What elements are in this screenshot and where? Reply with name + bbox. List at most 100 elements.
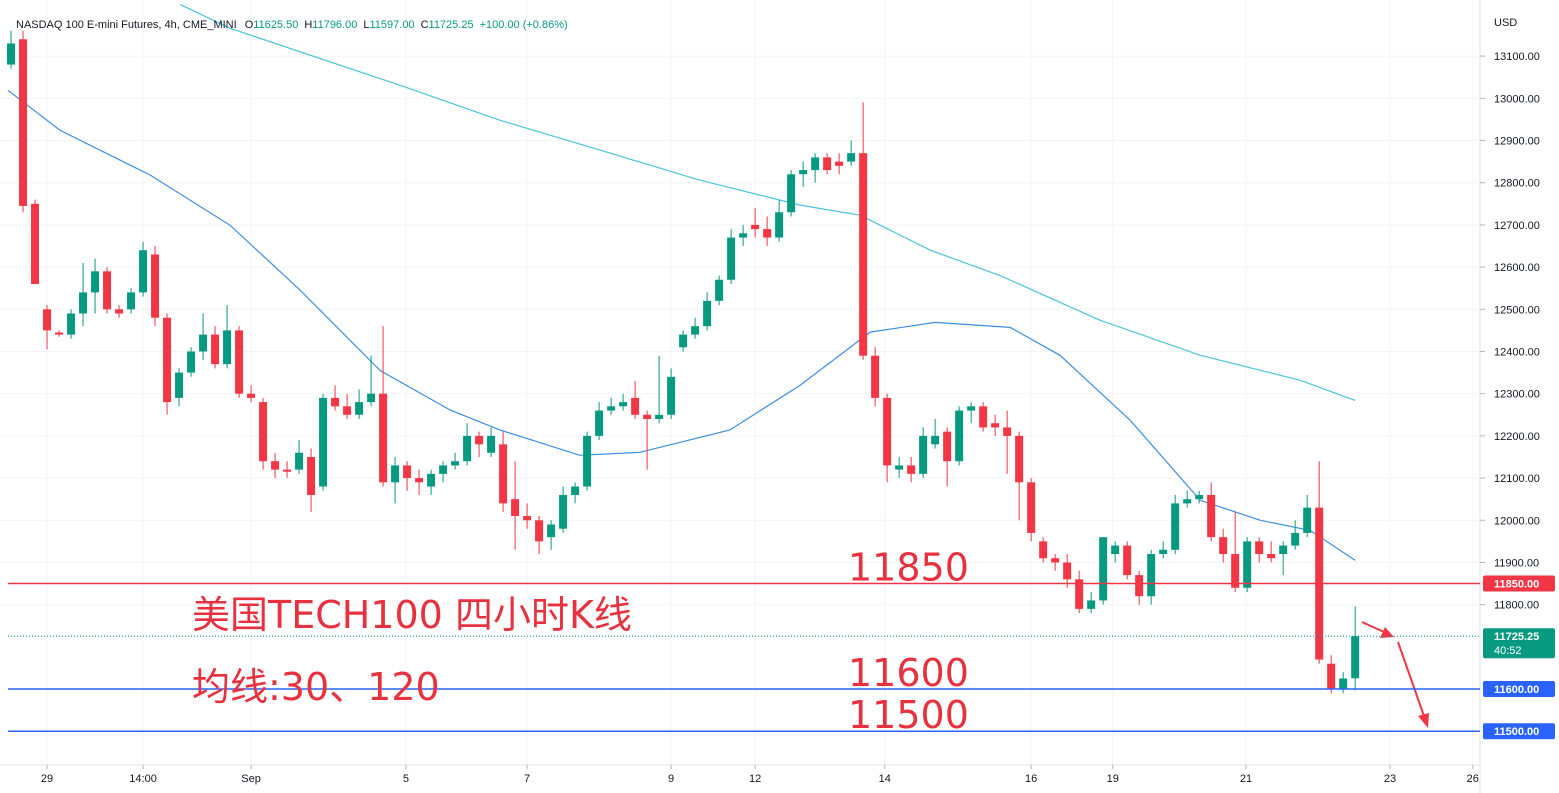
- candle-body: [1207, 494, 1216, 538]
- ohlc-key: C: [421, 19, 429, 31]
- candle-body: [559, 494, 568, 529]
- candle-body: [679, 334, 688, 348]
- candle-body: [907, 465, 916, 474]
- moving-average: [7, 89, 1356, 561]
- x-tick-label: 16: [1025, 773, 1037, 785]
- candle-body: [979, 406, 988, 428]
- candle-body: [259, 402, 268, 462]
- candle-body: [175, 372, 184, 398]
- candle-body: [1003, 427, 1012, 436]
- candle-body: [1087, 600, 1096, 609]
- candle-body: [19, 39, 28, 206]
- candle-body: [1255, 541, 1264, 555]
- candle-body: [715, 279, 724, 301]
- candle-body: [1183, 499, 1192, 504]
- currency: USD: [1494, 17, 1517, 29]
- x-tick-label: 5: [403, 773, 409, 785]
- y-tick-label: 11800.00: [1494, 600, 1539, 612]
- candle-body: [1243, 541, 1252, 588]
- candle-body: [295, 452, 304, 470]
- candle-body: [355, 402, 364, 415]
- candle-body: [139, 250, 148, 293]
- candle-body: [1231, 554, 1240, 588]
- level-label: 11500.00: [1494, 726, 1539, 738]
- candle-body: [127, 292, 136, 310]
- candle-body: [343, 406, 352, 415]
- candle-body: [1027, 482, 1036, 533]
- candle-body: [871, 355, 880, 398]
- x-tick-label: 14:00: [129, 773, 157, 785]
- candle-body: [775, 212, 784, 238]
- x-tick-label: 21: [1240, 773, 1252, 785]
- candle-body: [499, 444, 508, 504]
- candle-body: [931, 435, 940, 445]
- y-tick-label: 13000.00: [1494, 93, 1540, 105]
- plot: [7, 4, 1360, 694]
- candle-body: [283, 469, 292, 472]
- candle-body: [847, 153, 856, 162]
- arrow-annotation: [1361, 621, 1429, 728]
- x-tick-label: 9: [668, 773, 674, 785]
- candle-body: [7, 43, 16, 65]
- candle-body: [103, 271, 112, 310]
- candle-body: [895, 465, 904, 470]
- candle-body: [1051, 558, 1060, 563]
- candle-body: [1303, 507, 1312, 533]
- candle-body: [835, 161, 844, 166]
- candle-body: [403, 465, 412, 479]
- y-tick-label: 12500.00: [1494, 304, 1540, 316]
- ohlc-value: 11725.25: [429, 19, 474, 31]
- candle-body: [307, 456, 316, 495]
- candle-body: [115, 309, 124, 314]
- x-tick-label: 12: [749, 773, 761, 785]
- candle-body: [1147, 554, 1156, 597]
- candle-body: [211, 334, 220, 365]
- candle-body: [475, 435, 484, 445]
- candle-body: [799, 170, 808, 175]
- candle-body: [547, 524, 556, 538]
- candle-body: [1159, 549, 1168, 555]
- chart-title: NASDAQ 100 E-mini Futures, 4h, CME_MINI: [16, 19, 237, 31]
- level-label-box: [1483, 681, 1555, 698]
- candle-body: [487, 435, 496, 453]
- candle-body: [859, 153, 868, 356]
- candle-body: [1351, 636, 1360, 679]
- y-tick-label: 12000.00: [1494, 515, 1540, 527]
- candle-body: [1195, 494, 1204, 500]
- candle-body: [943, 431, 952, 462]
- candle-body: [67, 313, 76, 335]
- candle-body: [1339, 678, 1348, 690]
- candle-body: [691, 326, 700, 335]
- ohlc-value: 11597.00: [369, 19, 414, 31]
- candle-body: [631, 397, 640, 415]
- y-tick-label: 12300.00: [1494, 389, 1540, 401]
- candle-body: [823, 157, 832, 171]
- candle-body: [919, 435, 928, 474]
- candle-body: [427, 473, 436, 487]
- level-annotation: 11600: [848, 651, 969, 695]
- candle-body: [655, 414, 664, 419]
- candle-body: [1063, 562, 1072, 580]
- level-label-box: [1483, 723, 1555, 740]
- x-tick-label: 23: [1384, 773, 1396, 785]
- candle-body: [811, 157, 820, 171]
- y-tick-label: 13100.00: [1494, 51, 1540, 63]
- candle-body: [703, 300, 712, 327]
- y-tick-label: 11900.00: [1494, 557, 1539, 569]
- candle-body: [763, 229, 772, 238]
- candle-body: [151, 254, 160, 318]
- candle-body: [163, 317, 172, 403]
- candle-body: [1279, 545, 1288, 555]
- y-tick-label: 12600.00: [1494, 262, 1540, 274]
- candle-body: [247, 393, 256, 398]
- level-label-box: [1483, 575, 1555, 592]
- x-tick-label: 29: [41, 773, 53, 785]
- candle-body: [643, 414, 652, 419]
- candle-body: [571, 486, 580, 495]
- last-price-label: 11725.25: [1494, 631, 1539, 643]
- candle-body: [43, 309, 52, 331]
- candle-body: [511, 499, 520, 517]
- change: +100.00 (+0.86%): [480, 19, 568, 31]
- ohlc-value: 11796.00: [312, 19, 357, 31]
- x-tick-label: 14: [879, 773, 891, 785]
